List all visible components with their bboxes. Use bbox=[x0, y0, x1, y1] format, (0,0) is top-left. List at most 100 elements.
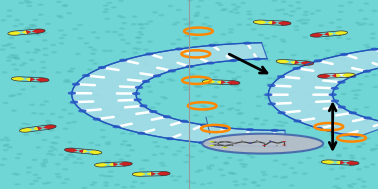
Ellipse shape bbox=[63, 128, 68, 129]
Ellipse shape bbox=[118, 16, 122, 17]
Ellipse shape bbox=[244, 70, 249, 72]
Ellipse shape bbox=[227, 42, 231, 43]
Ellipse shape bbox=[35, 34, 39, 35]
Ellipse shape bbox=[132, 16, 137, 17]
Ellipse shape bbox=[171, 72, 176, 73]
Ellipse shape bbox=[273, 160, 278, 161]
Ellipse shape bbox=[137, 125, 142, 126]
Ellipse shape bbox=[125, 43, 130, 44]
Ellipse shape bbox=[56, 163, 60, 165]
Ellipse shape bbox=[78, 111, 82, 112]
Ellipse shape bbox=[68, 142, 72, 143]
Ellipse shape bbox=[213, 157, 218, 158]
Ellipse shape bbox=[177, 39, 181, 40]
Polygon shape bbox=[268, 43, 378, 137]
Ellipse shape bbox=[6, 45, 10, 46]
Ellipse shape bbox=[232, 78, 237, 80]
Ellipse shape bbox=[197, 69, 202, 70]
Ellipse shape bbox=[158, 57, 163, 58]
Ellipse shape bbox=[174, 58, 178, 60]
Ellipse shape bbox=[352, 183, 356, 184]
Ellipse shape bbox=[359, 10, 363, 11]
Ellipse shape bbox=[83, 75, 90, 76]
Ellipse shape bbox=[160, 163, 164, 164]
Ellipse shape bbox=[227, 71, 231, 72]
Ellipse shape bbox=[159, 15, 164, 16]
Ellipse shape bbox=[121, 51, 126, 52]
Polygon shape bbox=[30, 77, 49, 82]
Ellipse shape bbox=[176, 9, 181, 11]
Ellipse shape bbox=[277, 99, 281, 100]
Ellipse shape bbox=[194, 15, 198, 17]
Ellipse shape bbox=[140, 168, 144, 169]
Ellipse shape bbox=[366, 47, 370, 48]
Ellipse shape bbox=[231, 173, 236, 174]
Ellipse shape bbox=[221, 10, 226, 11]
Ellipse shape bbox=[31, 86, 36, 87]
Ellipse shape bbox=[50, 113, 55, 115]
Ellipse shape bbox=[188, 0, 192, 1]
Ellipse shape bbox=[267, 84, 272, 85]
Ellipse shape bbox=[96, 145, 100, 146]
Ellipse shape bbox=[362, 23, 367, 24]
Ellipse shape bbox=[51, 142, 55, 143]
Ellipse shape bbox=[222, 123, 227, 124]
Ellipse shape bbox=[231, 72, 235, 73]
Ellipse shape bbox=[215, 70, 220, 71]
Ellipse shape bbox=[92, 182, 97, 183]
Ellipse shape bbox=[294, 120, 301, 122]
Ellipse shape bbox=[199, 142, 206, 144]
Ellipse shape bbox=[251, 140, 255, 141]
Ellipse shape bbox=[120, 28, 124, 29]
Ellipse shape bbox=[230, 173, 235, 174]
Ellipse shape bbox=[152, 154, 157, 155]
Ellipse shape bbox=[237, 103, 241, 104]
Ellipse shape bbox=[336, 125, 341, 126]
Ellipse shape bbox=[248, 143, 252, 144]
Ellipse shape bbox=[7, 16, 11, 17]
Ellipse shape bbox=[282, 164, 287, 165]
Ellipse shape bbox=[338, 32, 342, 33]
Ellipse shape bbox=[339, 75, 344, 76]
Ellipse shape bbox=[371, 33, 375, 34]
Ellipse shape bbox=[304, 60, 309, 61]
Polygon shape bbox=[20, 126, 39, 132]
Ellipse shape bbox=[63, 81, 68, 82]
Ellipse shape bbox=[202, 134, 323, 153]
Ellipse shape bbox=[119, 101, 124, 102]
Ellipse shape bbox=[239, 50, 243, 51]
Ellipse shape bbox=[288, 65, 293, 66]
Ellipse shape bbox=[89, 60, 94, 61]
Ellipse shape bbox=[326, 93, 331, 94]
Ellipse shape bbox=[342, 59, 347, 60]
Ellipse shape bbox=[254, 58, 261, 60]
Ellipse shape bbox=[188, 124, 192, 125]
Ellipse shape bbox=[300, 19, 304, 20]
Ellipse shape bbox=[33, 52, 37, 53]
Ellipse shape bbox=[196, 6, 201, 7]
Ellipse shape bbox=[123, 141, 127, 142]
Ellipse shape bbox=[230, 142, 234, 143]
Ellipse shape bbox=[65, 79, 69, 81]
Ellipse shape bbox=[88, 47, 93, 48]
Ellipse shape bbox=[139, 88, 144, 89]
Ellipse shape bbox=[69, 71, 73, 72]
Ellipse shape bbox=[143, 63, 148, 64]
Ellipse shape bbox=[118, 108, 123, 109]
Ellipse shape bbox=[162, 70, 166, 71]
Ellipse shape bbox=[329, 94, 336, 95]
Ellipse shape bbox=[362, 181, 366, 182]
Ellipse shape bbox=[108, 50, 112, 51]
Ellipse shape bbox=[30, 104, 34, 105]
Ellipse shape bbox=[290, 167, 294, 169]
Ellipse shape bbox=[276, 145, 279, 146]
Ellipse shape bbox=[137, 42, 141, 43]
Ellipse shape bbox=[134, 77, 138, 78]
Ellipse shape bbox=[364, 107, 369, 108]
Ellipse shape bbox=[274, 125, 279, 126]
Ellipse shape bbox=[305, 138, 310, 139]
Ellipse shape bbox=[12, 173, 17, 174]
Ellipse shape bbox=[286, 99, 290, 100]
Ellipse shape bbox=[104, 5, 108, 6]
Ellipse shape bbox=[43, 183, 47, 184]
